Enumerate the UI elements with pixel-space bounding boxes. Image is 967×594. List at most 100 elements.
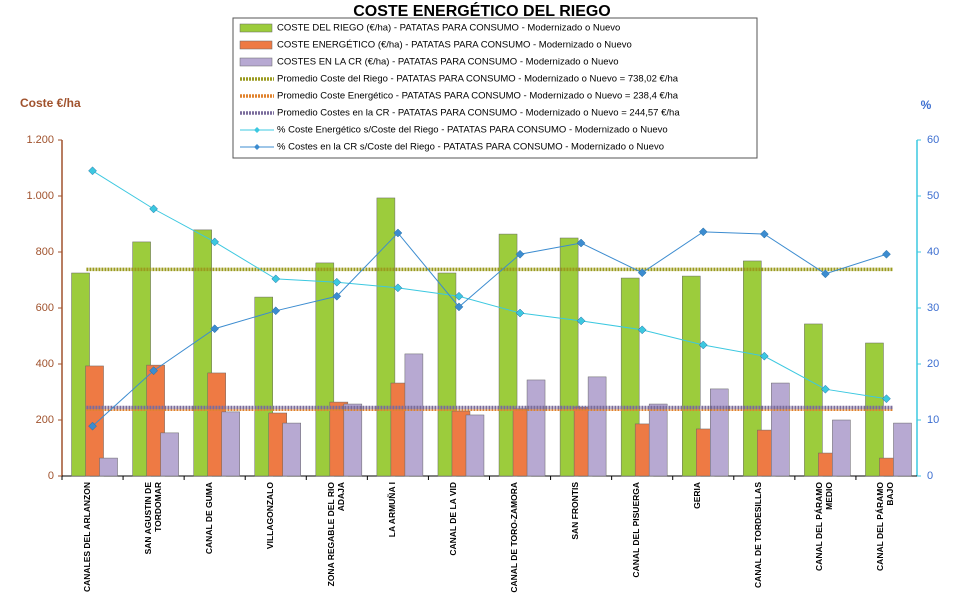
- legend-label: Promedio Coste Energético - PATATAS PARA…: [277, 91, 679, 102]
- marker: [149, 204, 158, 214]
- bar: [893, 422, 912, 477]
- marker: [88, 421, 97, 431]
- bar: [437, 272, 457, 477]
- legend-label: % Coste Energético s/Coste del Riego - P…: [277, 125, 668, 136]
- bar: [85, 365, 104, 477]
- bar: [282, 422, 301, 477]
- marker: [821, 384, 830, 394]
- y-tick-label: 1.200: [26, 134, 54, 146]
- marker: [332, 291, 342, 301]
- bar: [526, 379, 546, 477]
- y-tick-label: 800: [36, 246, 54, 258]
- y2-tick-label: 60: [927, 134, 939, 146]
- marker: [393, 228, 403, 238]
- legend-label: COSTES EN LA CR (€/ha) - PATATAS PARA CO…: [277, 57, 619, 68]
- bar: [559, 237, 579, 477]
- bar: [743, 260, 762, 477]
- bar: [682, 275, 701, 477]
- bar: [221, 411, 240, 477]
- bar: [832, 419, 851, 477]
- legend-label: Promedio Costes en la CR - PATATAS PARA …: [277, 108, 680, 119]
- bar: [193, 229, 212, 477]
- y2-tick-label: 20: [927, 358, 939, 370]
- marker: [882, 249, 891, 259]
- y2-tick-label: 10: [927, 414, 939, 426]
- marker: [759, 229, 769, 239]
- x-tick-label: CANAL DE GUMA: [203, 482, 214, 555]
- bar: [498, 233, 518, 477]
- legend-swatch: [239, 40, 273, 50]
- marker: [576, 316, 586, 326]
- y2-tick-label: 40: [927, 246, 939, 258]
- chart-title: COSTE ENERGÉTICO DEL RIEGO: [353, 1, 611, 20]
- marker: [454, 291, 464, 301]
- marker: [210, 324, 220, 334]
- x-tick-label: CANAL DEL PISUERGA: [631, 482, 642, 578]
- marker: [637, 325, 647, 335]
- x-tick-label: GERIA: [692, 482, 703, 509]
- line: [92, 170, 887, 400]
- legend-swatch: [254, 144, 260, 150]
- y-axis-label: Coste €/ha: [20, 96, 81, 110]
- marker: [698, 340, 708, 350]
- y2-tick-label: 0: [927, 470, 933, 482]
- x-tick-label: CANALES DEL ARLANZON: [81, 482, 92, 593]
- marker: [576, 238, 586, 248]
- bar: [99, 457, 118, 477]
- legend-label: COSTE DEL RIEGO (€/ha) - PATATAS PARA CO…: [277, 23, 620, 34]
- marker: [271, 274, 281, 284]
- bar: [865, 342, 884, 477]
- marker: [759, 351, 769, 361]
- marker: [88, 166, 97, 176]
- marker: [332, 277, 342, 287]
- marker: [271, 306, 281, 316]
- bar: [804, 323, 823, 477]
- legend-box: [232, 17, 758, 159]
- legend-swatch: [239, 57, 273, 67]
- bar: [254, 296, 273, 477]
- marker: [515, 249, 525, 259]
- y-tick-label: 600: [36, 302, 54, 314]
- marker: [882, 394, 891, 404]
- y2-tick-label: 30: [927, 302, 939, 314]
- x-tick-label: LA ARMUÑA I: [386, 482, 397, 538]
- y2-axis-label: %: [921, 98, 932, 112]
- marker: [821, 269, 830, 279]
- y-tick-label: 1.000: [26, 190, 54, 202]
- y-tick-label: 200: [36, 414, 54, 426]
- bar: [160, 432, 179, 477]
- x-tick-label: SAN FRONTIS: [570, 482, 581, 540]
- marker: [149, 366, 158, 376]
- y-tick-label: 400: [36, 358, 54, 370]
- legend-label: % Costes en la CR s/Coste del Riego - PA…: [277, 142, 664, 153]
- x-tick-label: CANAL DEL PÁRAMO BAJO: [875, 482, 896, 571]
- x-tick-label: CANAL DEL PÁRAMO MEDIO: [814, 482, 835, 571]
- marker: [637, 268, 647, 278]
- x-tick-label: CANAL DE LA VID: [447, 482, 458, 556]
- bar: [771, 382, 790, 477]
- legend-label: Promedio Coste del Riego - PATATAS PARA …: [277, 74, 679, 85]
- marker: [454, 302, 464, 312]
- marker: [210, 237, 220, 247]
- bar: [343, 403, 363, 477]
- y-tick-label: 0: [48, 470, 54, 482]
- marker: [515, 308, 525, 318]
- bar: [132, 241, 151, 477]
- legend-swatch: [239, 23, 273, 33]
- marker: [698, 227, 708, 237]
- bar: [465, 414, 485, 477]
- bar: [315, 262, 335, 477]
- x-tick-label: VILLAGONZALO: [264, 482, 275, 550]
- marker: [393, 283, 403, 293]
- x-tick-label: ZONA REGABLE DEL RIO ADAJA: [325, 482, 346, 587]
- x-tick-label: SAN AGUSTIN DE TORDOMAR: [142, 482, 163, 555]
- line: [92, 231, 887, 427]
- bar: [648, 403, 668, 477]
- y2-tick-label: 50: [927, 190, 939, 202]
- bar: [587, 376, 607, 477]
- x-tick-label: CANAL DE TORO-ZAMORA: [509, 482, 520, 593]
- legend-label: COSTE ENERGÉTICO (€/ha) - PATATAS PARA C…: [277, 40, 632, 51]
- bar: [146, 364, 165, 477]
